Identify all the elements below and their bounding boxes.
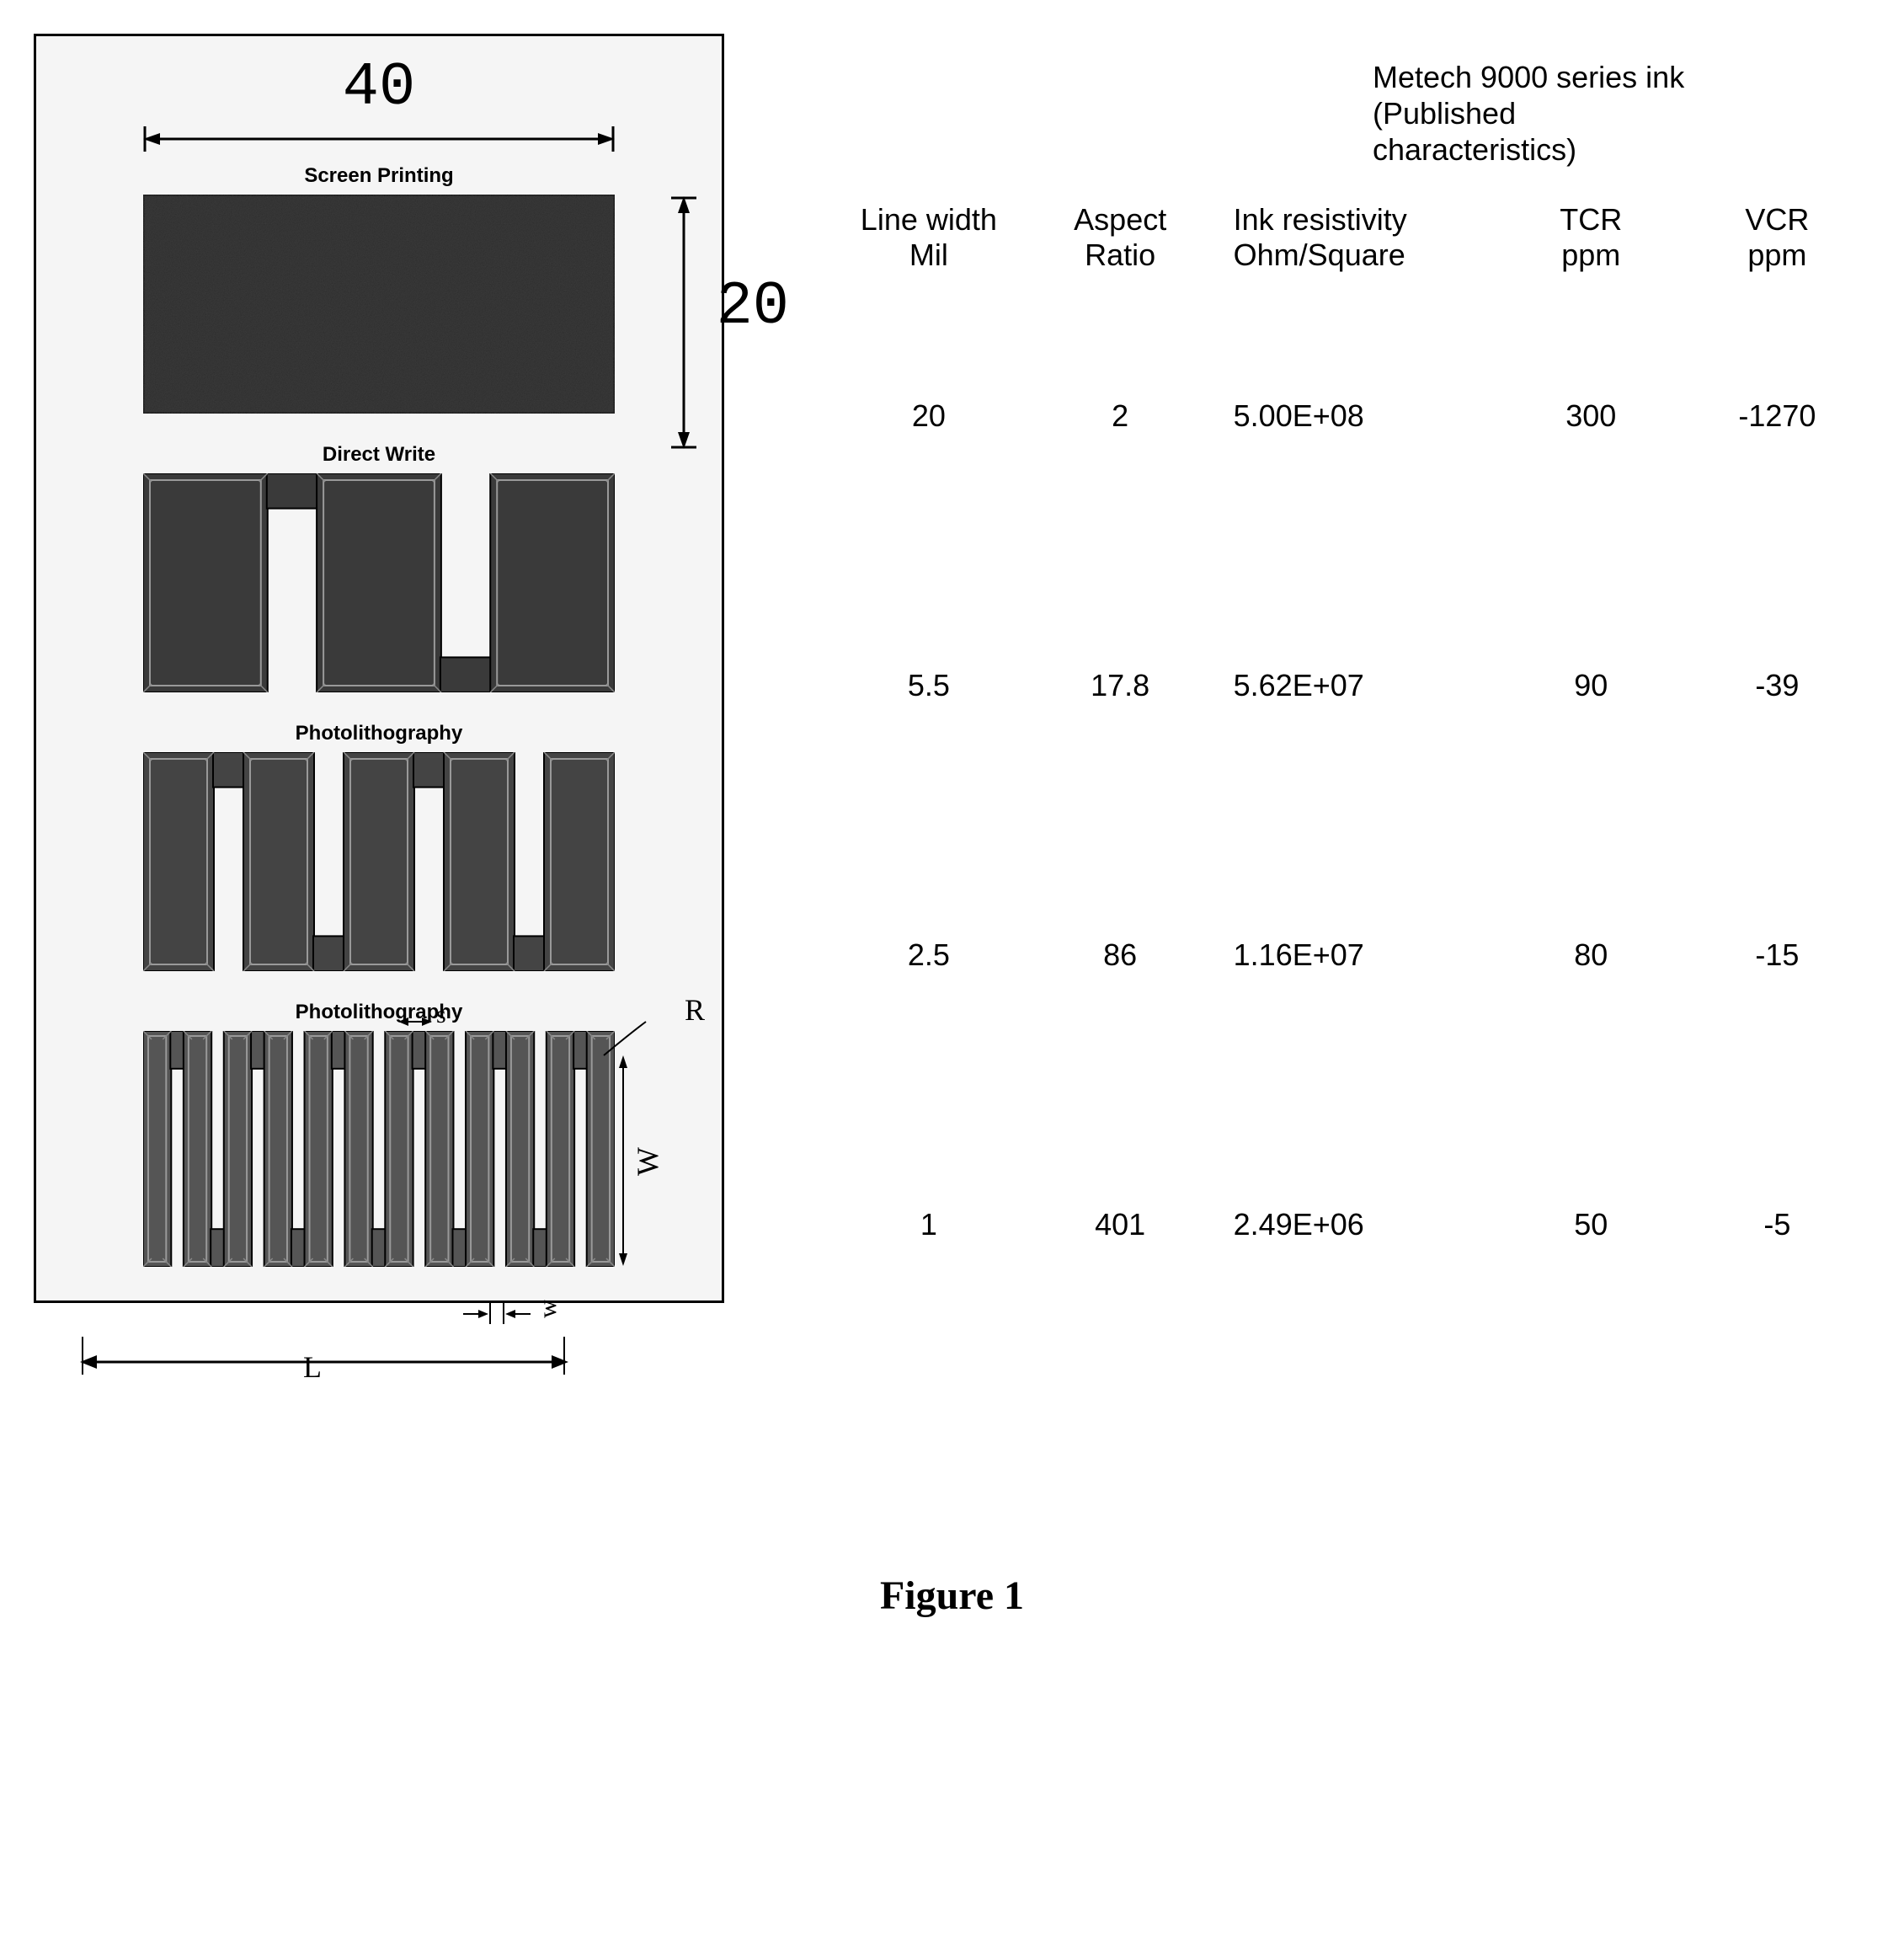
th-text: Mil — [909, 238, 948, 272]
table-cell: 5.5 — [825, 551, 1032, 820]
table-cell: 86 — [1032, 820, 1208, 1090]
annot-w-small: w — [534, 1300, 563, 1318]
table-header-row: Line width Mil Aspect Ratio Ink resistiv… — [825, 194, 1870, 281]
pattern-svg-serpentine-12 — [143, 1031, 615, 1267]
table-cell: 300 — [1498, 281, 1684, 551]
main-container: 40 20 — [34, 34, 1870, 1421]
annot-s: s — [436, 1001, 446, 1029]
table-cell: -39 — [1684, 551, 1870, 820]
table-cell: 1.16E+07 — [1208, 820, 1498, 1090]
title-line1: Metech 9000 series ink — [1373, 60, 1684, 94]
title-line2: (Published — [1373, 96, 1516, 131]
annot-L: L — [303, 1349, 322, 1385]
annot-L-arrow — [76, 1337, 581, 1387]
table-row: 14012.49E+0650-5 — [825, 1090, 1870, 1359]
table-cell: 5.62E+07 — [1208, 551, 1498, 820]
th-text: Line width — [861, 202, 997, 237]
table-cell: 2.5 — [825, 820, 1032, 1090]
diagram-frame: 40 20 — [34, 34, 724, 1303]
dim-width-label: 40 — [70, 53, 688, 122]
table-cell: 401 — [1032, 1090, 1208, 1359]
table-cell: -5 — [1684, 1090, 1870, 1359]
table-cell: 2.49E+06 — [1208, 1090, 1498, 1359]
table-cell: 90 — [1498, 551, 1684, 820]
table-cell: 2 — [1032, 281, 1208, 551]
dim-height-label: 20 — [717, 272, 789, 341]
title-line3: characteristics) — [1373, 132, 1576, 167]
annot-s-group: s — [390, 1005, 457, 1039]
pattern-label: Direct Write — [70, 443, 688, 467]
pattern-photolitho-12: Photolithography R s W — [70, 1001, 688, 1267]
table-cell: 17.8 — [1032, 551, 1208, 820]
dim-width-arrow — [137, 126, 621, 152]
annot-R: R — [685, 992, 705, 1028]
pattern-direct-write: Direct Write — [70, 443, 688, 692]
table-title: Metech 9000 series ink (Published charac… — [1373, 59, 1870, 168]
dim-height-arrow — [671, 196, 696, 449]
th-aspect: Aspect Ratio — [1032, 194, 1208, 281]
table-cell: 80 — [1498, 820, 1684, 1090]
pattern-svg-serpentine-3 — [143, 473, 615, 692]
th-vcr: VCR ppm — [1684, 194, 1870, 281]
table-cell: 50 — [1498, 1090, 1684, 1359]
th-text: ppm — [1747, 238, 1806, 272]
pattern-photolitho-5: Photolithography — [70, 722, 688, 971]
th-text: Ratio — [1085, 238, 1155, 272]
th-tcr: TCR ppm — [1498, 194, 1684, 281]
table-cell: 5.00E+08 — [1208, 281, 1498, 551]
th-resistivity: Ink resistivity Ohm/Square — [1208, 194, 1498, 281]
bottom-annotations: w L — [67, 1303, 808, 1421]
th-text: TCR — [1560, 202, 1622, 237]
table-cell: 1 — [825, 1090, 1032, 1359]
th-linewidth: Line width Mil — [825, 194, 1032, 281]
table-cell: -1270 — [1684, 281, 1870, 551]
th-text: Ink resistivity — [1234, 202, 1407, 237]
table-row: 2025.00E+08300-1270 — [825, 281, 1870, 551]
annot-W-group: W — [608, 1051, 637, 1274]
pattern-svg-solid — [143, 195, 615, 414]
figure-caption: Figure 1 — [34, 1573, 1870, 1619]
th-text: Aspect — [1074, 202, 1166, 237]
table-row: 5.517.85.62E+0790-39 — [825, 551, 1870, 820]
data-table-section: Metech 9000 series ink (Published charac… — [825, 34, 1870, 1359]
pattern-svg-serpentine-5 — [143, 752, 615, 971]
table-cell: -15 — [1684, 820, 1870, 1090]
th-text: Ohm/Square — [1234, 238, 1405, 272]
annot-w-group: w — [463, 1299, 539, 1332]
pattern-label: Screen Printing — [70, 164, 688, 188]
pattern-label: Photolithography — [70, 722, 688, 745]
table-row: 2.5861.16E+0780-15 — [825, 820, 1870, 1090]
annot-W: W — [630, 1147, 665, 1176]
pattern-screen-printing: Screen Printing — [70, 164, 688, 414]
th-text: VCR — [1745, 202, 1809, 237]
th-text: ppm — [1561, 238, 1620, 272]
data-table: Line width Mil Aspect Ratio Ink resistiv… — [825, 194, 1870, 1359]
diagram-section: 40 20 — [34, 34, 808, 1421]
table-cell: 20 — [825, 281, 1032, 551]
